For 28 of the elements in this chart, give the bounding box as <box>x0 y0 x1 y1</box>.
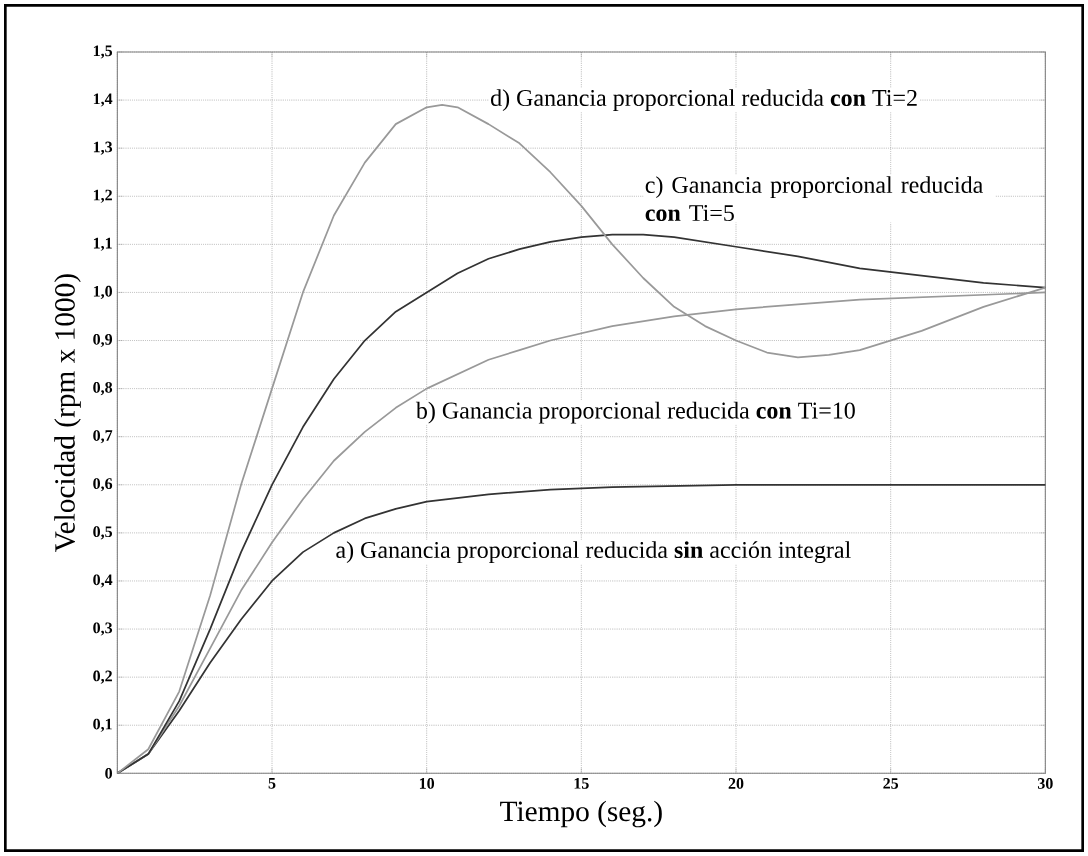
y-tick-label: 0,5 <box>93 526 113 540</box>
y-tick-label: 0 <box>105 767 113 779</box>
y-tick-label: 1,1 <box>93 237 112 251</box>
y-tick-label: 1,3 <box>93 141 113 155</box>
y-tick-label: 0,8 <box>93 382 113 396</box>
y-tick-label: 0,6 <box>93 478 113 492</box>
y-axis-title: Velocidad (rpm x 1000) <box>54 274 81 553</box>
y-tick-label: 0,1 <box>93 718 112 732</box>
y-tick-label: 0,4 <box>93 574 113 588</box>
y-tick-label: 0,9 <box>93 333 113 348</box>
x-tick-label: 15 <box>574 778 589 789</box>
x-tick-label: 20 <box>728 778 744 789</box>
y-tick-label: 1,5 <box>93 45 113 59</box>
x-tick-label: 10 <box>419 778 435 789</box>
y-tick-label: 0,3 <box>93 622 113 636</box>
y-tick-label: 1,4 <box>93 93 113 107</box>
y-tick-label: 1,0 <box>93 285 113 299</box>
x-tick-label: 5 <box>268 778 276 789</box>
y-tick-label: 0,7 <box>93 430 113 444</box>
y-tick-label: 0,2 <box>93 670 112 684</box>
series-label: b) Ganancia proporcional reducida con Ti=10 <box>415 401 855 424</box>
x-axis-title: Tiempo (seg.) <box>500 800 662 828</box>
series-label: a) Ganancia proporcional reducida sin acción integral <box>336 541 851 564</box>
series-label: d) Ganancia proporcional reducida con Ti=2 <box>491 89 917 111</box>
series-label: c) Ganancia proporcional reducida con Ti=5 <box>645 176 983 222</box>
y-tick-label: 1,2 <box>93 189 112 203</box>
x-tick-label: 30 <box>1037 778 1053 789</box>
x-tick-label: 25 <box>883 778 899 789</box>
